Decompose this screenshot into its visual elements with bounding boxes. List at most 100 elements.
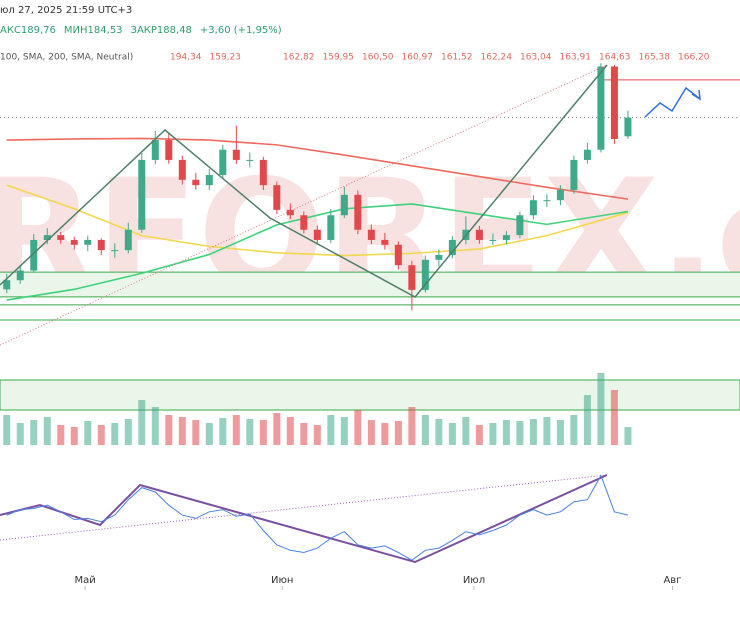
volume-bar [151,407,159,445]
candle-body [570,159,578,190]
candle-body [448,239,456,255]
candle-body [259,159,267,186]
candle-body [421,259,429,290]
volume-bar [448,423,456,445]
candle-body [286,209,294,216]
volume-bar [340,417,348,445]
volume-bar [583,395,591,445]
ohlc-item: МИН184,53 [64,25,123,36]
candle-body [16,270,24,281]
volume-bar [259,420,267,445]
volume-bar [502,420,510,445]
candle-body [3,280,11,290]
indicator-value: 164,63 [599,53,631,63]
volume-bar [313,425,321,445]
indicator-value: 194,34 [170,53,202,63]
volume-bar [232,415,240,445]
candle-body [408,265,416,290]
volume-bar [138,400,146,445]
volume-bar [408,407,416,445]
datetime: юл 27, 2025 21:59 UTC+3 [0,5,132,16]
volume-bar [489,423,497,445]
indicator-value: 163,04 [520,53,552,63]
volume-bar [597,373,605,445]
candle-body [205,174,213,186]
ohlc-item: +3,60 (+1,95%) [200,25,282,36]
volume-bar [624,427,632,445]
candle-body [516,215,524,236]
candle-body [43,235,51,240]
candle-body [70,239,78,245]
indicator-value: 159,23 [210,53,242,63]
candle-body [489,239,497,241]
candle-body [57,235,65,240]
volume-bar [327,415,335,445]
volume-bar [124,419,132,445]
candle-body [354,194,362,230]
candle-body [165,140,173,160]
moving-average [6,203,629,301]
oscillator-line [6,474,629,561]
candle-body [610,66,618,139]
x-tick-label: Июн [271,575,293,586]
arrow-head [691,89,701,101]
volume-bar [16,423,24,445]
volume-bar [192,420,200,445]
candle-body [583,149,591,160]
volume-bar [219,418,227,445]
moving-average [6,184,629,257]
trend-line [0,64,608,346]
volume-zone [0,379,740,411]
indicator-value: 163,91 [560,53,592,63]
volume-bar [84,421,92,445]
indicator-value: 161,52 [441,53,473,63]
volume-bar [367,420,375,445]
moving-average [6,137,629,200]
volume-bar [556,420,564,445]
candle-body [124,229,132,251]
candle-body [367,229,375,240]
candle-body [30,239,38,271]
volume-bar [3,415,11,445]
volume-bar [516,421,524,445]
x-tick-label: Авг [663,575,681,586]
candle-body [219,149,227,175]
volume-bar [70,427,78,445]
volume-bar [529,419,537,445]
indicator-value: 160,50 [362,53,394,63]
volume-bar [57,425,65,445]
volume-bar [97,425,105,445]
candle-body [502,235,510,240]
indicator-value: 162,24 [481,53,513,63]
indicator-value: 165,38 [639,53,671,63]
volume-bar [30,420,38,445]
candle-body [300,215,308,230]
candle-body [435,254,443,260]
candle-body [529,200,537,216]
indicator-value: 166,20 [678,53,710,63]
volume-bar [421,415,429,445]
volume-bar [165,415,173,445]
candle-body [313,229,321,240]
volume-bar [543,417,551,445]
candle-body [597,66,605,150]
volume-bar [43,417,51,445]
volume-bar [286,417,294,445]
ohlc-item: АКС189,76 [0,25,56,36]
volume-bar [475,425,483,445]
candle-body [178,159,186,180]
candle-body [381,239,389,245]
indicator-value: 160,97 [402,53,434,63]
ohlc-item: ЗАКР188,48 [131,25,192,36]
candle-body [151,140,159,160]
candle-body [624,117,632,137]
volume-bar [381,423,389,445]
projection [644,86,701,118]
candle-body [192,179,200,186]
volume-bar [273,413,281,445]
osc-zigzag [0,474,608,564]
candle-body [84,239,92,245]
candle-body [475,229,483,240]
volume-bar [394,421,402,445]
